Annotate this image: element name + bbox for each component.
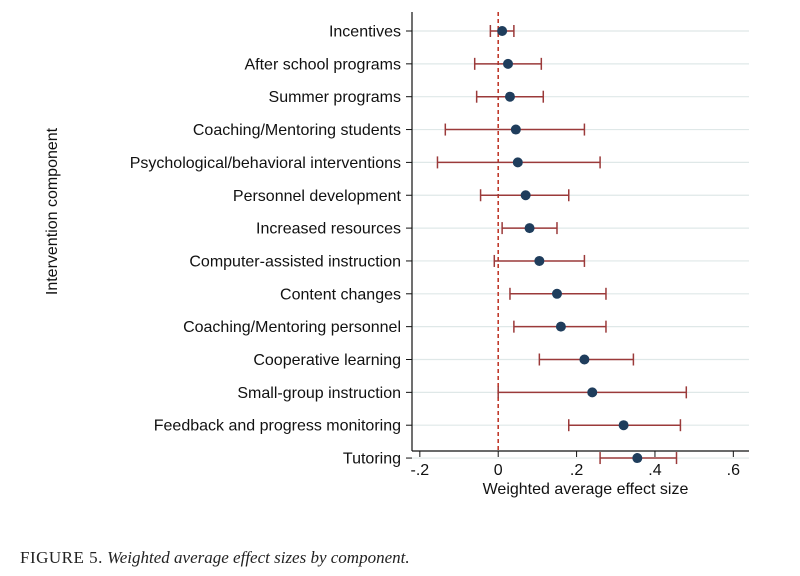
x-axis-title: Weighted average effect size: [483, 481, 689, 498]
y-category-label: Coaching/Mentoring students: [193, 122, 401, 139]
figure-panel: Incentives After school programs Summer pr…: [14, 0, 786, 524]
x-tick-label: 0: [494, 462, 503, 479]
caption-label: FIGURE 5.: [20, 548, 103, 567]
caption-text: Weighted average effect sizes by compone…: [107, 548, 410, 567]
estimate-point: [618, 420, 629, 431]
estimate-point: [587, 387, 598, 398]
y-category-label: Feedback and progress monitoring: [154, 418, 401, 435]
estimate-point: [504, 91, 515, 102]
y-category-label: Increased resources: [256, 221, 401, 238]
estimate-points: [497, 26, 643, 464]
estimate-point: [534, 255, 545, 266]
y-category-label: Incentives: [329, 24, 401, 41]
x-tick-label: .4: [648, 462, 661, 479]
estimate-point: [503, 58, 514, 69]
y-category-labels: Incentives After school programs Summer pr…: [130, 24, 402, 468]
estimate-point: [510, 124, 521, 135]
y-category-label: Small-group instruction: [237, 385, 401, 402]
estimate-point: [512, 157, 523, 168]
axes: [406, 12, 749, 459]
confidence-intervals: [436, 25, 688, 465]
effect-size-chart: Incentives After school programs Summer pr…: [44, 12, 749, 498]
y-axis-title: Intervention component: [44, 127, 61, 295]
y-category-label: Coaching/Mentoring personnel: [183, 319, 401, 336]
y-category-label: Personnel development: [233, 188, 402, 205]
x-tick-label: .2: [570, 462, 583, 479]
x-tick-label: -.2: [411, 462, 430, 479]
estimate-point: [555, 321, 566, 332]
estimate-point: [520, 190, 531, 201]
y-category-label: Content changes: [280, 286, 401, 303]
y-category-label: After school programs: [244, 56, 401, 73]
y-category-label: Computer-assisted instruction: [189, 253, 401, 270]
x-tick-label: .6: [727, 462, 740, 479]
estimate-point: [551, 288, 562, 299]
grid-lines: [412, 30, 749, 459]
estimate-point: [579, 354, 590, 365]
estimate-point: [632, 453, 643, 464]
y-category-label: Summer programs: [269, 89, 401, 106]
figure-caption: FIGURE 5. Weighted average effect sizes …: [20, 548, 410, 568]
y-category-label: Cooperative learning: [253, 352, 401, 369]
estimate-point: [524, 223, 535, 234]
estimate-point: [497, 26, 508, 36]
x-tick-labels: -.2 0 .2 .4 .6: [411, 462, 741, 479]
y-category-label: Psychological/behavioral interventions: [130, 155, 401, 172]
y-category-label: Tutoring: [343, 451, 401, 468]
